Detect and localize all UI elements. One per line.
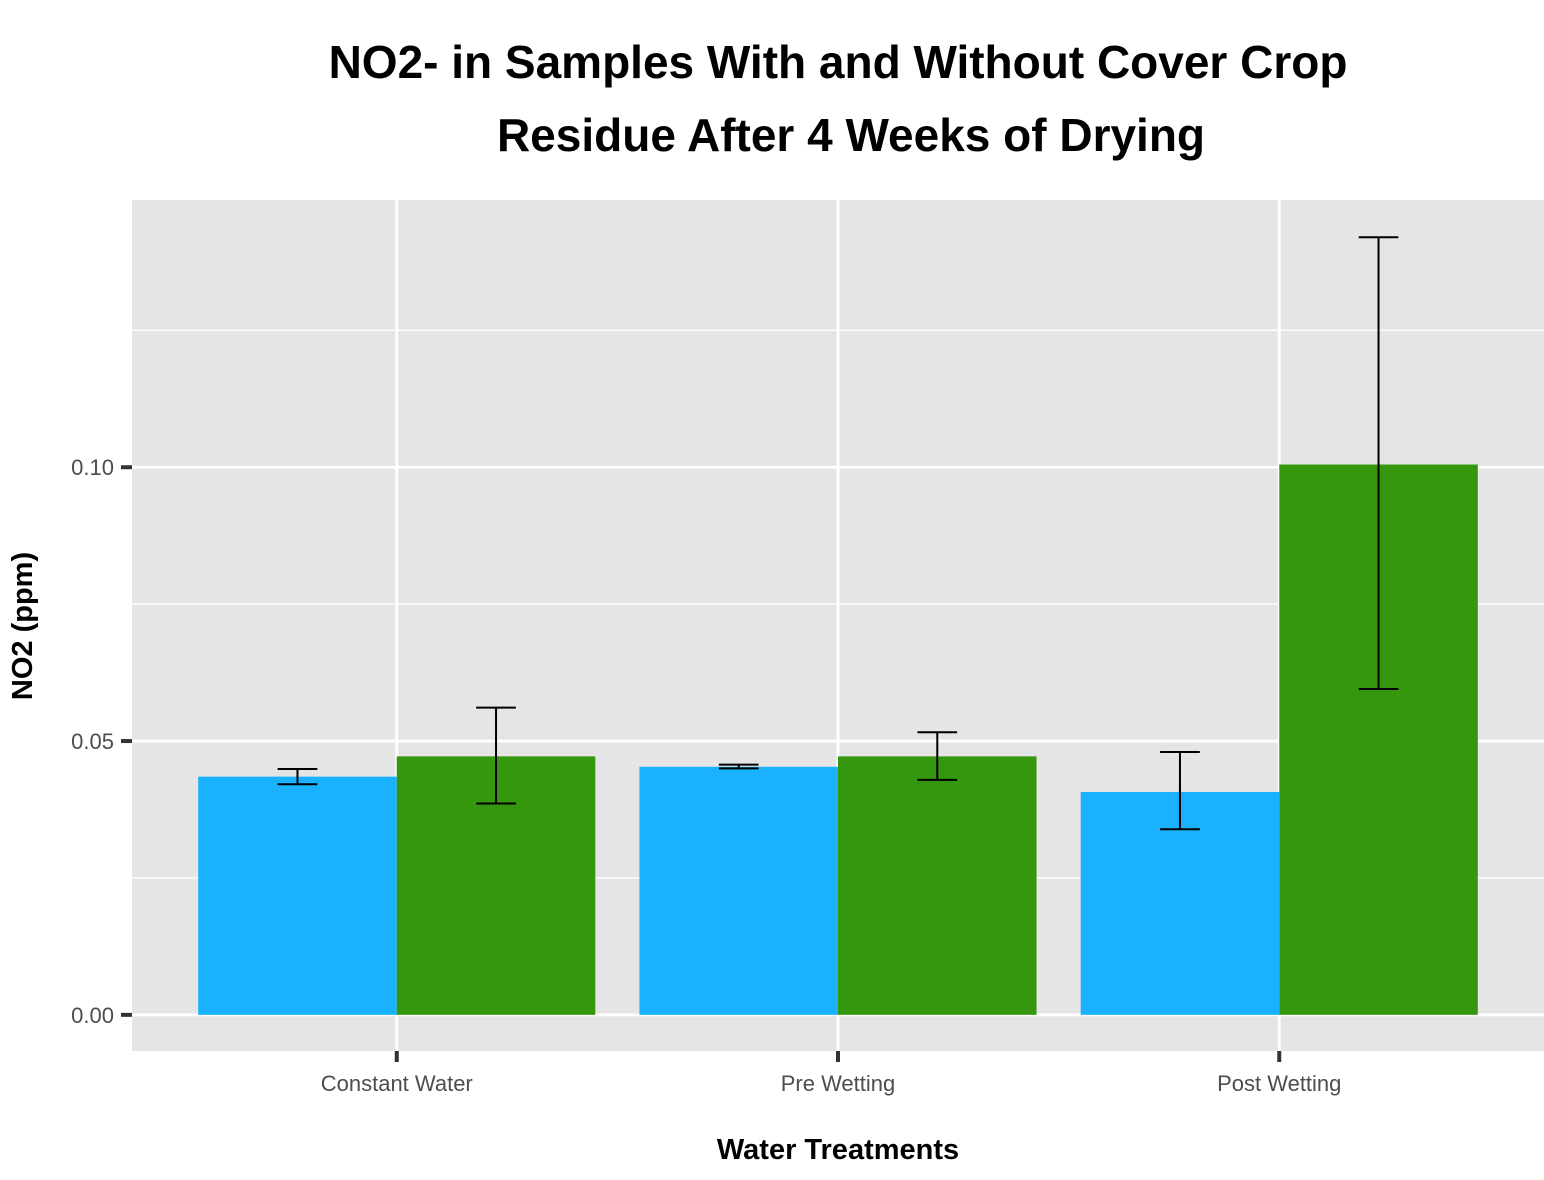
errorbar-constant-water-series-1 [277, 767, 318, 786]
errorbar-constant-water-series-2 [476, 706, 516, 805]
axes: 0.00 0.05 0.10 Constant Water Pre Wetting Pos… [71, 455, 1341, 1096]
chart-title-line-1: NO2- in Samples With and Without Cover C… [329, 36, 1348, 88]
errorbar-post-wetting-series-2 [1358, 236, 1399, 691]
error-bars [277, 236, 1399, 831]
errorbar-pre-wetting-series-1 [718, 763, 759, 770]
chart-title-line-2: Residue After 4 Weeks of Drying [497, 109, 1205, 161]
errorbar-pre-wetting-series-2 [917, 731, 958, 781]
y-tick-label-1: 0.05 [71, 729, 114, 754]
y-tick-label-2: 0.10 [71, 455, 114, 480]
y-axis-title: NO2 (ppm) [7, 552, 39, 700]
bar-pre-wetting-series-2 [838, 756, 1037, 1015]
x-axis-title: Water Treatments [717, 1134, 959, 1166]
bar-constant-water-series-1 [198, 776, 397, 1015]
errorbar-post-wetting-series-1 [1160, 751, 1200, 831]
bar-pre-wetting-series-1 [639, 766, 838, 1015]
x-tick-label-0: Constant Water [321, 1071, 473, 1096]
y-tick-label-0: 0.00 [71, 1003, 114, 1028]
x-tick-label-2: Post Wetting [1217, 1071, 1341, 1096]
bars [198, 464, 1478, 1015]
x-tick-label-1: Pre Wetting [781, 1071, 896, 1096]
